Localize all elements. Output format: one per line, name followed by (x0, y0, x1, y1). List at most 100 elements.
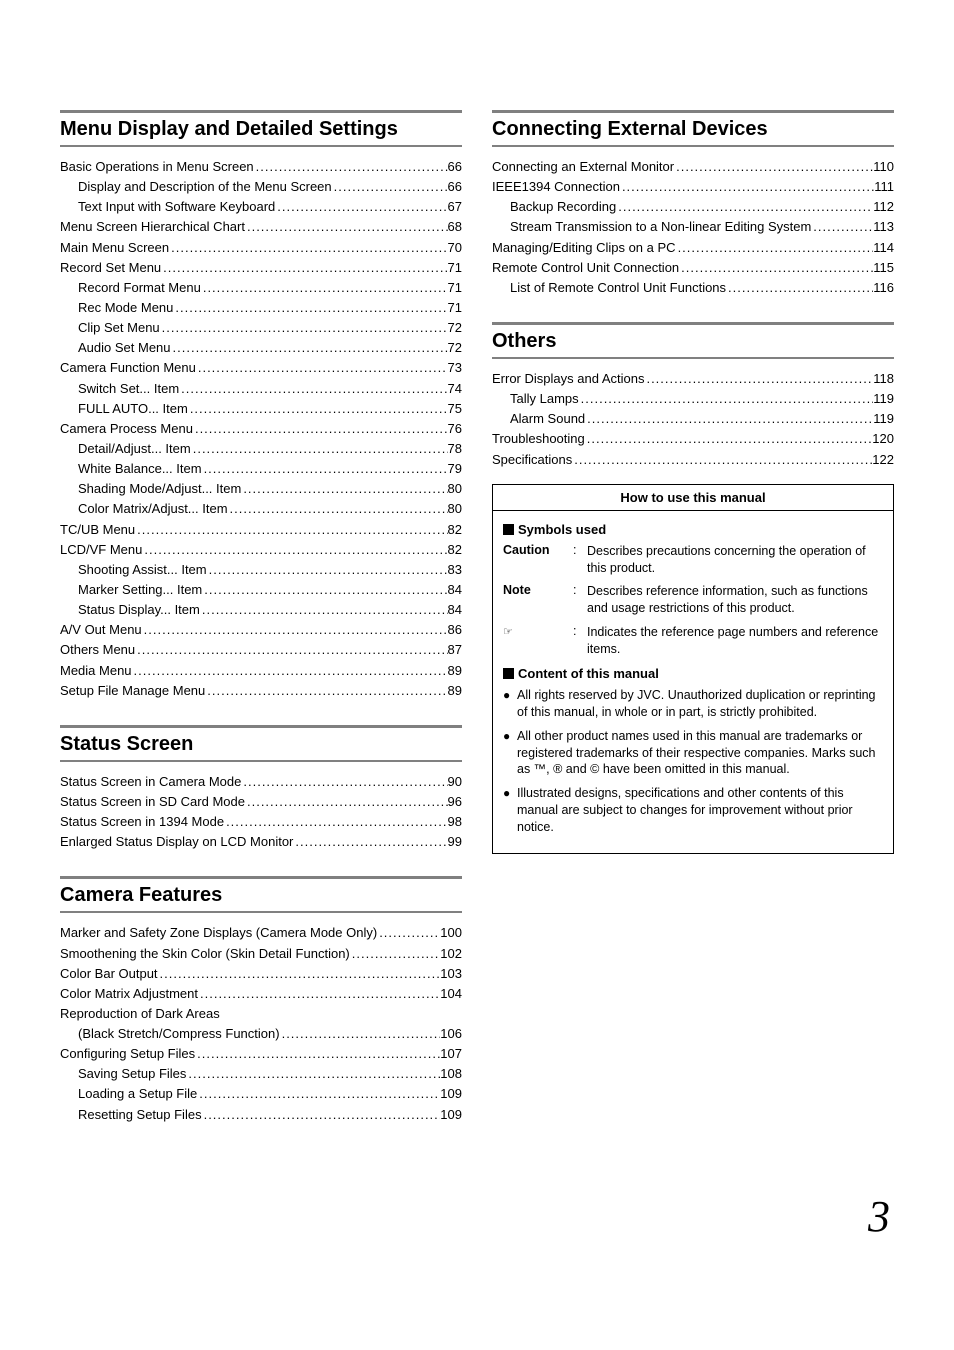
toc-line: Text Input with Software Keyboard 67 (60, 197, 462, 217)
bullet-icon: ● (503, 785, 511, 801)
toc-label: Reproduction of Dark Areas (60, 1004, 220, 1024)
toc-page: 73 (448, 358, 462, 378)
toc-dots (585, 429, 873, 449)
toc-line: Audio Set Menu 72 (60, 338, 462, 358)
toc-block: Status Screen in Camera Mode 90Status Sc… (60, 772, 462, 853)
toc-page: 99 (448, 832, 462, 852)
symbol-colon: : (573, 543, 581, 557)
toc-page: 116 (873, 278, 894, 298)
toc-page: 76 (448, 419, 462, 439)
manual-box-title: How to use this manual (493, 485, 893, 511)
section-title: Connecting External Devices (492, 118, 894, 141)
toc-page: 112 (873, 197, 894, 217)
toc-page: 67 (448, 197, 462, 217)
content-heading: Content of this manual (503, 666, 883, 681)
toc-dots (179, 379, 447, 399)
symbol-row: ☞:Indicates the reference page numbers a… (503, 624, 883, 658)
toc-line: Marker and Safety Zone Displays (Camera … (60, 923, 462, 943)
toc-dots (201, 278, 448, 298)
toc-line: (Black Stretch/Compress Function) 106 (60, 1024, 462, 1044)
symbol-term: Caution (503, 543, 567, 557)
toc-dots (241, 479, 447, 499)
toc-block: Basic Operations in Menu Screen 66Displa… (60, 157, 462, 701)
toc-dots (676, 238, 874, 258)
toc-line: Camera Function Menu 73 (60, 358, 462, 378)
toc-page: 104 (440, 984, 462, 1004)
bullet-row: ●All other product names used in this ma… (503, 728, 883, 779)
bullet-text: Illustrated designs, specifications and … (517, 785, 883, 836)
toc-page: 98 (448, 812, 462, 832)
toc-page: 122 (872, 450, 894, 470)
toc-page: 82 (448, 540, 462, 560)
toc-page: 90 (448, 772, 462, 792)
section-header: Connecting External Devices (492, 110, 894, 147)
toc-line: Media Menu 89 (60, 661, 462, 681)
bullet-icon: ● (503, 687, 511, 703)
section-header: Menu Display and Detailed Settings (60, 110, 462, 147)
toc-line: Resetting Setup Files 109 (60, 1105, 462, 1125)
toc-page: 80 (448, 499, 462, 519)
toc-label: Shading Mode/Adjust... Item (78, 479, 241, 499)
toc-page: 79 (448, 459, 462, 479)
toc-label: Rec Mode Menu (78, 298, 173, 318)
page-number: 3 (60, 1191, 894, 1242)
toc-dots (193, 419, 448, 439)
toc-page: 71 (448, 298, 462, 318)
manual-box-body: Symbols usedCaution:Describes precaution… (493, 511, 893, 853)
section-header: Camera Features (60, 876, 462, 913)
toc-dots (135, 520, 447, 540)
toc-line: Status Display... Item 84 (60, 600, 462, 620)
toc-label: Smoothening the Skin Color (Skin Detail … (60, 944, 350, 964)
toc-page: 71 (448, 258, 462, 278)
toc-label: Media Menu (60, 661, 132, 681)
toc-dots (245, 792, 448, 812)
toc-line: Setup File Manage Menu 89 (60, 681, 462, 701)
toc-dots (135, 640, 447, 660)
symbol-term: Note (503, 583, 567, 597)
toc-label: Specifications (492, 450, 572, 470)
toc-dots (275, 197, 447, 217)
toc-line: Main Menu Screen 70 (60, 238, 462, 258)
toc-dots (205, 681, 447, 701)
toc-label: Shooting Assist... Item (78, 560, 207, 580)
toc-label: Remote Control Unit Connection (492, 258, 679, 278)
toc-line: Tally Lamps 119 (492, 389, 894, 409)
toc-line: Specifications 122 (492, 450, 894, 470)
bullet-text: All rights reserved by JVC. Unauthorized… (517, 687, 883, 721)
toc-page: 120 (872, 429, 894, 449)
square-icon (503, 668, 514, 679)
toc-label: Tally Lamps (510, 389, 579, 409)
toc-page: 110 (873, 157, 894, 177)
toc-label: Basic Operations in Menu Screen (60, 157, 254, 177)
toc-line: Connecting an External Monitor 110 (492, 157, 894, 177)
toc-dots (142, 620, 448, 640)
left-column: Menu Display and Detailed Settings Basic … (60, 110, 462, 1131)
toc-dots (188, 399, 448, 419)
toc-page: 87 (448, 640, 462, 660)
toc-page: 84 (448, 580, 462, 600)
toc-label: Record Format Menu (78, 278, 201, 298)
toc-label: Troubleshooting (492, 429, 585, 449)
toc-line: Error Displays and Actions 118 (492, 369, 894, 389)
toc-dots (160, 318, 448, 338)
toc-page: 86 (448, 620, 462, 640)
toc-page: 114 (873, 238, 894, 258)
toc-page: 102 (440, 944, 462, 964)
toc-page: 111 (874, 177, 894, 197)
toc-page: 100 (440, 923, 462, 943)
symbol-desc: Describes reference information, such as… (587, 583, 883, 617)
toc-dots (198, 984, 440, 1004)
toc-dots (572, 450, 872, 470)
toc-label: Color Matrix Adjustment (60, 984, 198, 1004)
toc-label: Text Input with Software Keyboard (78, 197, 275, 217)
toc-dots (280, 1024, 441, 1044)
toc-page: 75 (448, 399, 462, 419)
toc-dots (161, 258, 447, 278)
toc-line: Reproduction of Dark Areas (60, 1004, 462, 1024)
symbols-heading: Symbols used (503, 522, 883, 537)
section-title: Menu Display and Detailed Settings (60, 118, 462, 141)
right-column: Connecting External Devices Connecting an… (492, 110, 894, 1131)
toc-label: Camera Process Menu (60, 419, 193, 439)
symbol-colon: : (573, 624, 581, 638)
toc-dots (169, 238, 447, 258)
